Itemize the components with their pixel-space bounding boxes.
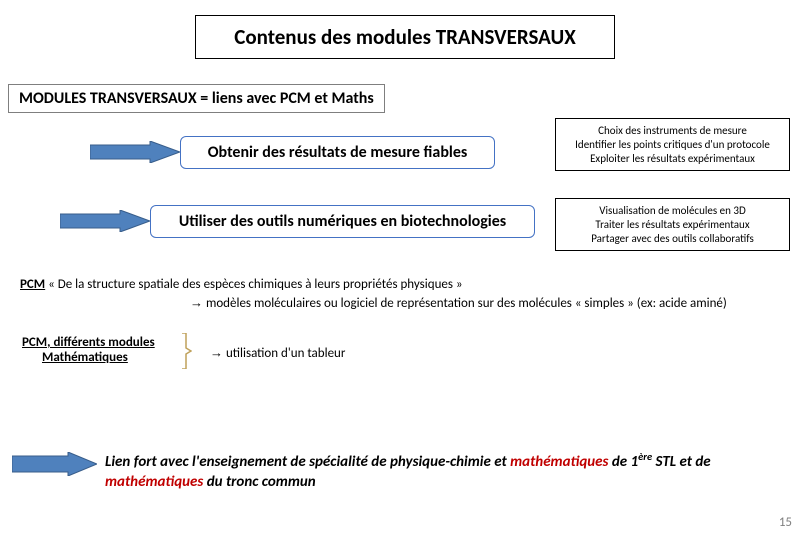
box-measure: Obtenir des résultats de mesure fiables [180,136,495,169]
arrow-final [12,452,97,476]
subtitle-text: MODULES TRANSVERSAUX = liens avec PCM et… [19,89,374,108]
pcm1-lead: PCM [20,277,45,292]
pcm-paragraph-1: PCM « De la structure spatiale des espèc… [20,276,800,312]
desc-numeric: Visualisation de molécules en 3DTraiter … [555,198,790,251]
desc-measure: Choix des instruments de mesureIdentifie… [555,118,790,171]
page-number: 15 [779,515,792,530]
final-paragraph: Lien fort avec l'enseignement de spécial… [105,450,795,492]
box-numeric: Utiliser des outils numériques en biotec… [150,205,535,238]
pcm1-arrow-icon: → [190,295,203,310]
final-sup: ère [638,450,652,463]
pcm1-rest: « De la structure spatiale des espèces c… [45,277,462,292]
pcm2-text: utilisation d'un tableur [223,346,345,361]
pcm-paragraph-2: PCM, différents modules Mathématiques [22,335,155,365]
pcm2-arrow-icon: → [210,345,223,360]
final-math1: mathématiques [510,453,608,471]
title-box: Contenus des modules TRANSVERSAUX [195,15,615,59]
final-p1: Lien fort avec l'enseignement de spécial… [105,453,510,471]
box-measure-label: Obtenir des résultats de mesure fiables [208,143,468,162]
bracket-icon [180,333,192,369]
arrow-row2 [60,210,150,232]
pcm1-line2: modèles moléculaires ou logiciel de repr… [203,296,727,311]
final-math2: mathématiques [105,473,203,491]
subtitle-box: MODULES TRANSVERSAUX = liens avec PCM et… [8,84,385,113]
tableur-line: → utilisation d'un tableur [210,345,345,361]
pcm2-line1: PCM, différents modules [22,335,155,350]
pcm2-line2: Mathématiques [42,350,128,365]
final-p4: du tronc commun [203,473,315,491]
final-p3: STL et de [652,453,711,471]
final-p2: de 1 [608,453,638,471]
page-number-text: 15 [779,515,792,530]
desc-measure-text: Choix des instruments de mesureIdentifie… [575,124,770,165]
title-text: Contenus des modules TRANSVERSAUX [234,24,576,50]
box-numeric-label: Utiliser des outils numériques en biotec… [179,212,506,231]
arrow-row1 [90,141,180,163]
desc-numeric-text: Visualisation de molécules en 3DTraiter … [591,204,754,245]
